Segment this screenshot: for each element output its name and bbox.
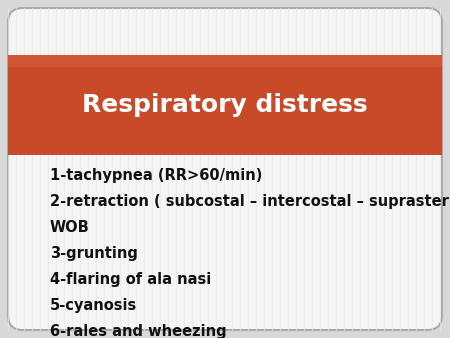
Text: 6-rales and wheezing: 6-rales and wheezing [50,324,227,338]
FancyBboxPatch shape [8,55,442,67]
FancyBboxPatch shape [8,8,442,330]
Text: WOB: WOB [50,220,90,235]
Text: 1-tachypnea (RR>60/min): 1-tachypnea (RR>60/min) [50,168,262,183]
FancyBboxPatch shape [8,55,442,155]
Text: 3-grunting: 3-grunting [50,246,138,261]
Text: 4-flaring of ala nasi: 4-flaring of ala nasi [50,272,211,287]
Text: Respiratory distress: Respiratory distress [82,93,368,117]
Text: 2-retraction ( subcostal – intercostal – suprasternal ) ↑: 2-retraction ( subcostal – intercostal –… [50,194,450,209]
Text: 5-cyanosis: 5-cyanosis [50,298,137,313]
